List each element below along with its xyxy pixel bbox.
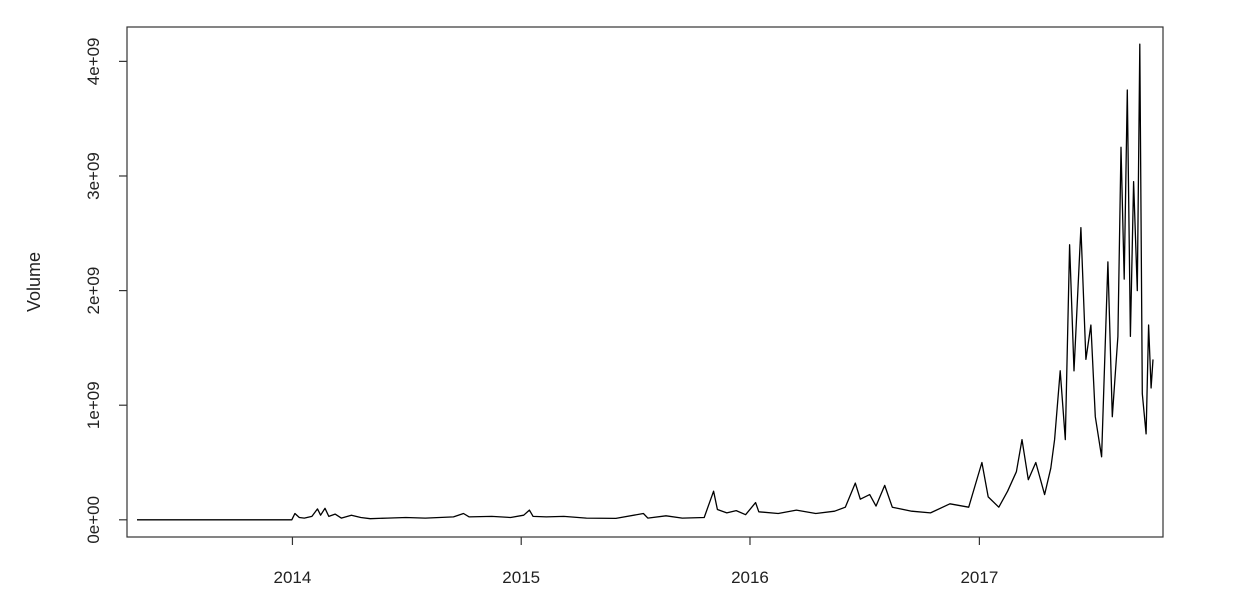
y-axis-title: Volume <box>24 252 44 312</box>
x-axis: 2014 2015 2016 2017 <box>274 537 998 587</box>
y-tick-label: 0e+00 <box>84 496 103 544</box>
y-axis: 0e+00 1e+09 2e+09 3e+09 4e+09 <box>84 38 127 544</box>
y-tick-label: 4e+09 <box>84 38 103 86</box>
x-tick-label: 2017 <box>960 568 998 587</box>
x-tick-label: 2015 <box>502 568 540 587</box>
y-tick-label: 3e+09 <box>84 152 103 200</box>
plot-frame <box>126 26 1164 538</box>
y-tick-label: 2e+09 <box>84 267 103 315</box>
series-line-volume <box>137 43 1154 521</box>
x-tick-label: 2014 <box>274 568 312 587</box>
x-tick-label: 2016 <box>731 568 769 587</box>
y-tick-label: 1e+09 <box>84 381 103 429</box>
